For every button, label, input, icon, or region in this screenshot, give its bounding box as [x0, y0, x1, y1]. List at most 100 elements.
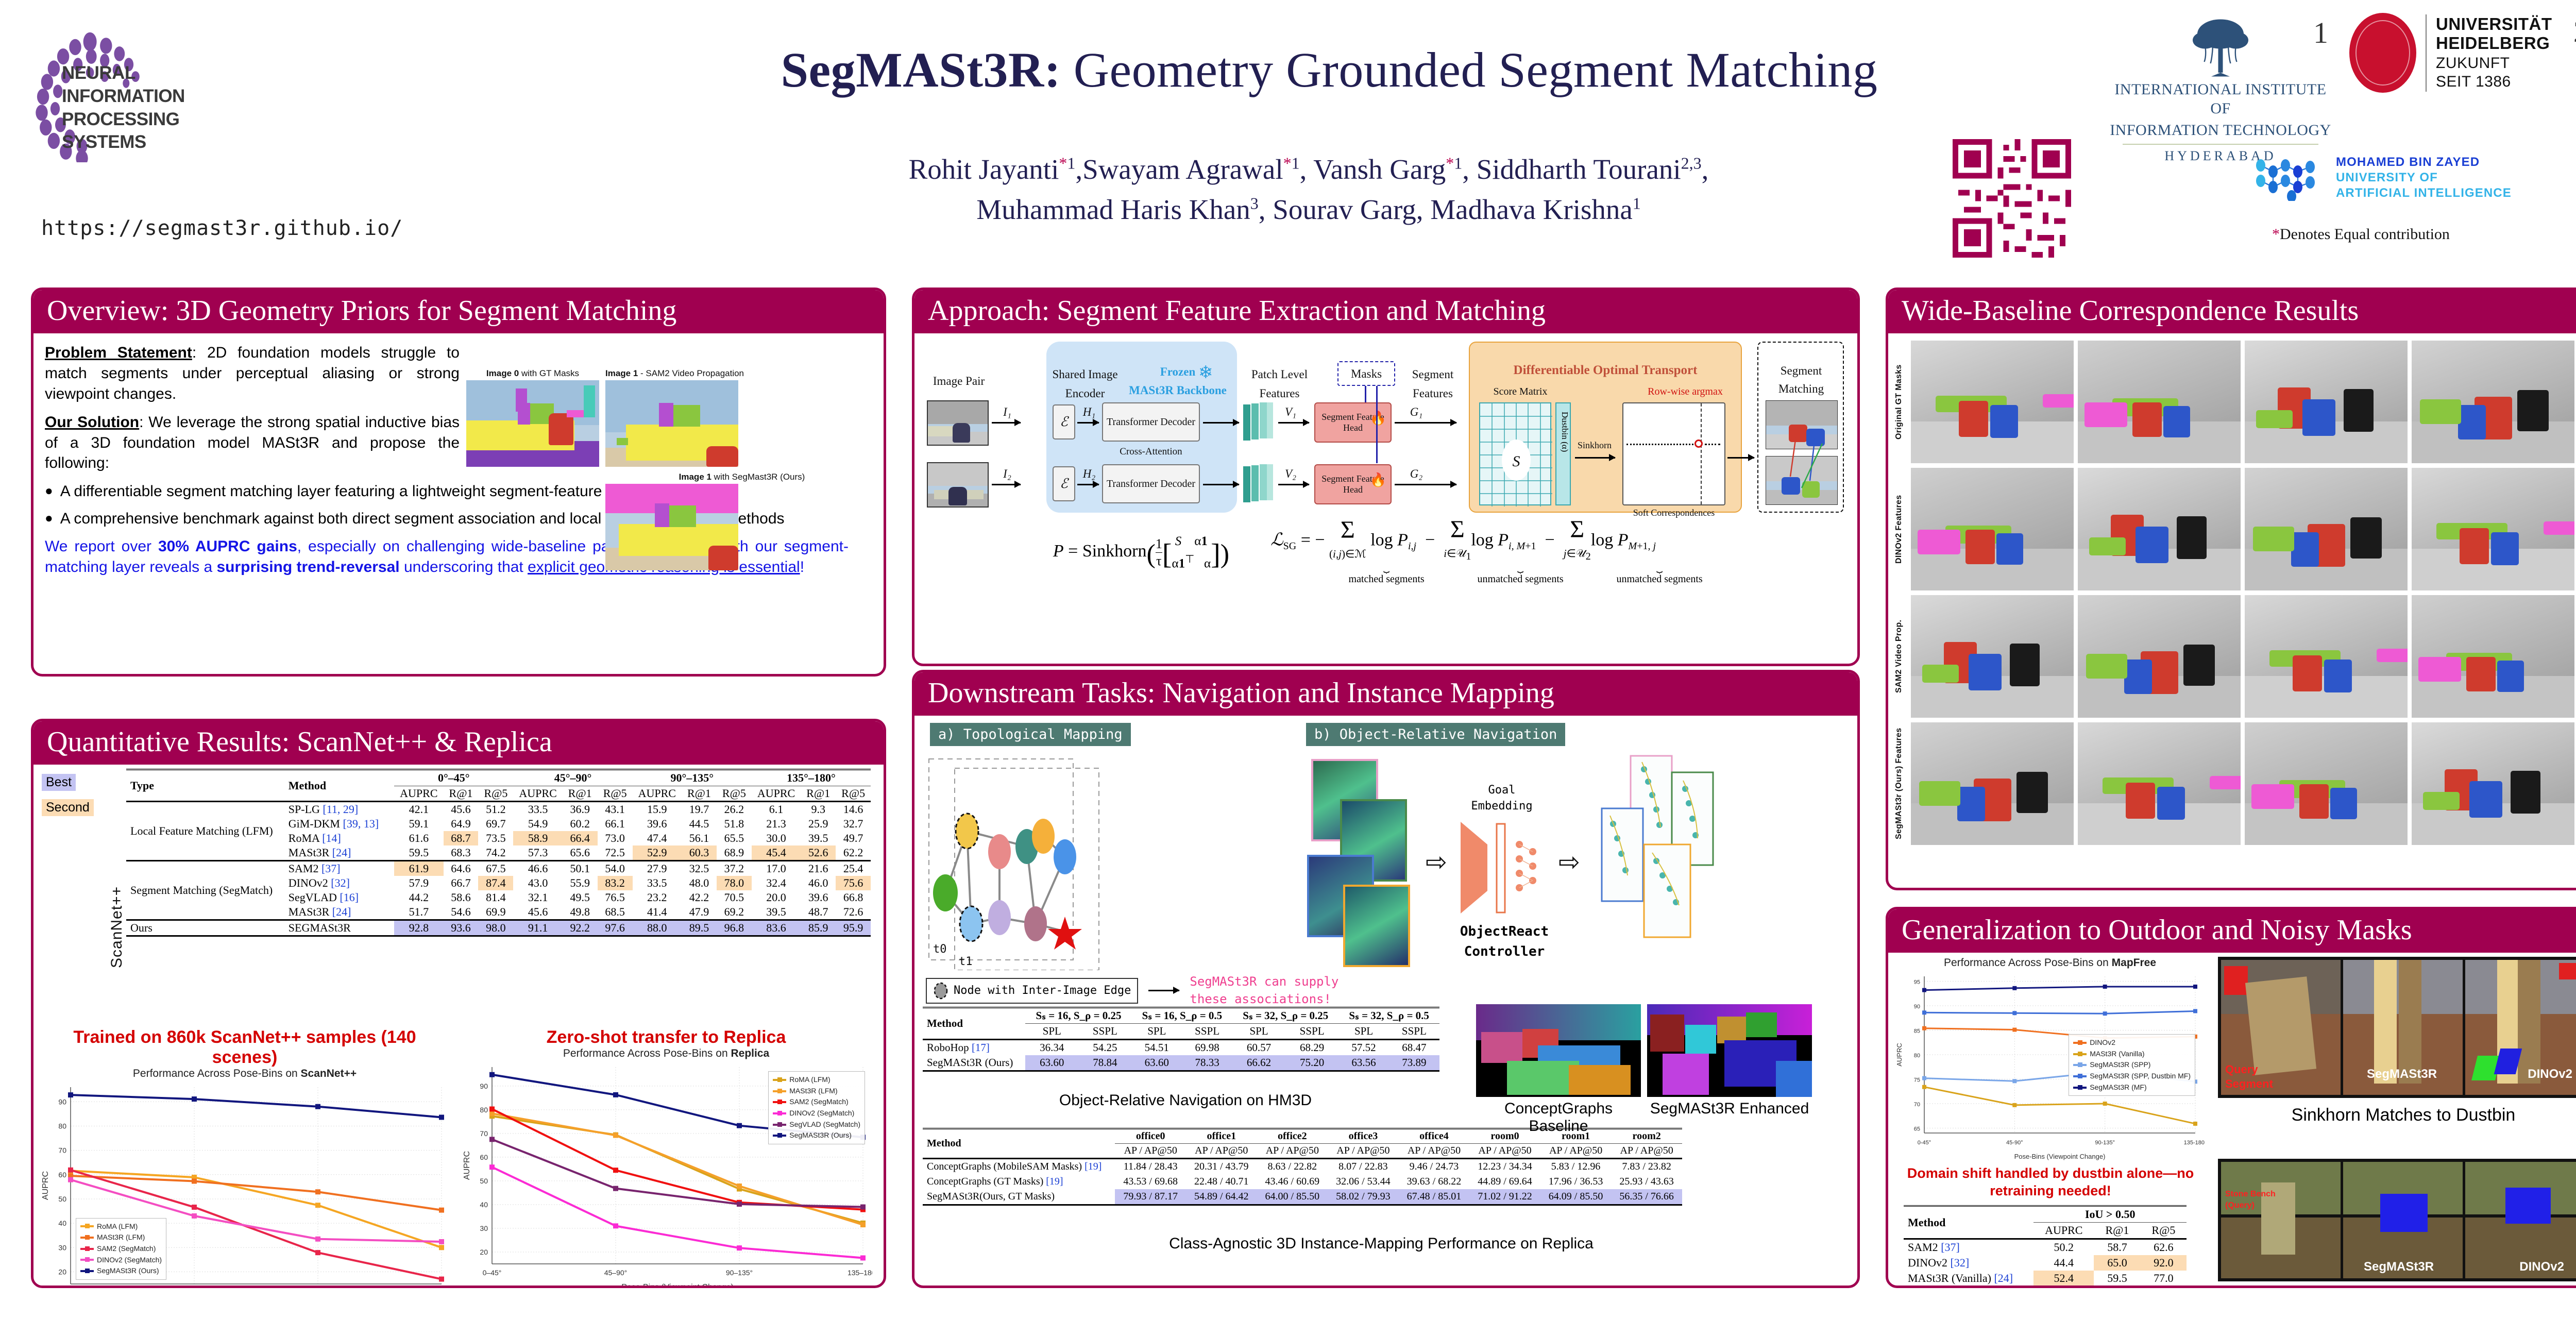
cell: 83.2	[597, 876, 633, 890]
solution-body: : We leverage the strong spatial inducti…	[45, 413, 460, 472]
cell: 49.8	[570, 905, 590, 918]
transformer-decoder-1: Transformer Decoder	[1102, 402, 1200, 442]
cell: 5.83 / 12.96	[1540, 1158, 1612, 1174]
generalization-panel: Generalization to Outdoor and Noisy Mask…	[1886, 907, 2576, 1288]
cell: 87.4	[478, 876, 514, 890]
hl-end: !	[800, 559, 805, 576]
wbcr-image-r3-c3	[2412, 722, 2574, 845]
table-row: MASt3R (Vanilla) [24] 52.4 59.5 77.0	[1904, 1271, 2187, 1286]
cell: 48.0	[689, 876, 709, 889]
cell: 42.2	[689, 891, 709, 904]
cell: 89.5	[681, 919, 717, 936]
cell: 32.5	[681, 860, 717, 876]
legend-item: DINOv2 (SegMatch)	[80, 1255, 162, 1266]
cell: 58.02 / 79.93	[1328, 1189, 1399, 1205]
legend-item: DINOv2	[2073, 1037, 2191, 1049]
thumb-0-rest: with GT Masks	[519, 368, 580, 378]
thumb-0-caption: Image 0 with GT Masks	[466, 368, 599, 379]
output-image-2	[1766, 456, 1838, 505]
th-metric-1-2: R@5	[597, 786, 633, 802]
cell: 46.6	[513, 860, 563, 876]
label-V2: V₂	[1284, 467, 1297, 480]
goal-embedding-label: Goal Embedding	[1471, 784, 1533, 813]
table-row: Local Feature Matching (LFM) SP-LG [11, 2…	[126, 801, 871, 861]
label-G1: G₁	[1410, 405, 1423, 418]
thumb-1-rest: - SAM2 Video Propagation	[638, 368, 744, 378]
hd-line3: ZUKUNFT	[2436, 54, 2510, 72]
label-frozen: Frozen	[1160, 365, 1196, 378]
cell: 92.2	[562, 919, 598, 936]
chart-legend: RoMA (LFM) MASt3R (LFM) SAM2 (SegMatch) DIN…	[768, 1071, 865, 1145]
cell: 46.0	[808, 876, 828, 889]
cell: 66.1	[605, 817, 625, 830]
arrow-h1	[1077, 419, 1099, 426]
label-shared-encoder: Shared Image Encoder	[1052, 368, 1118, 400]
legend-label: DINOv2 (SegMatch)	[789, 1109, 855, 1118]
task-a-tag: a) Topological Mapping	[930, 723, 1131, 746]
cell: 57.52	[1338, 1039, 1389, 1055]
approach-equations: P = Sinkhorn(1 τ[S α1 α1⊤ α]) ℒSG = − Σ (i,…	[923, 517, 1849, 585]
svg-text:90: 90	[480, 1082, 488, 1090]
topological-graph: t0 t1	[928, 758, 1099, 970]
wbcr-row-2: SAM2 Video Prop.	[1894, 595, 2576, 718]
svg-text:45-90°: 45-90°	[2006, 1140, 2023, 1146]
cell: 43.53 / 69.68	[1123, 1176, 1178, 1187]
table-row: GiM-DKM [39, 13] 59.1 64.9 69.7 54.9 60.2 66.1…	[126, 817, 871, 831]
label-V1: V₁	[1284, 405, 1297, 418]
overview-heading: Overview: 3D Geometry Priors for Segment…	[33, 290, 884, 333]
wbcr-image-r0-c3	[2412, 341, 2574, 463]
brace-unmatched-2: ⏟ unmatched segments	[1616, 562, 1703, 585]
cell: 54.9	[528, 817, 548, 830]
cell: 94.4	[2094, 1287, 2140, 1289]
legend-second: Second	[42, 799, 94, 816]
cell: 56.1	[689, 832, 709, 844]
cell: 8.07 / 22.83	[1328, 1158, 1399, 1174]
svg-text:70: 70	[58, 1146, 66, 1155]
downstream-heading: Downstream Tasks: Navigation and Instanc…	[914, 672, 1857, 716]
input-image-2	[927, 462, 989, 508]
th-bin-3: 135°–180°	[751, 769, 871, 786]
th-scene-3: office3	[1328, 1128, 1399, 1144]
wbcr-row-label-1: DINOv2 Features	[1894, 495, 1903, 564]
project-url[interactable]: https://segmast3r.github.io/	[41, 216, 403, 240]
svg-text:40: 40	[58, 1219, 66, 1227]
brace-matched: ⏟ matched segments	[1348, 562, 1425, 585]
supply-note: SegMASt3R can supply these associations!	[1190, 974, 1339, 1006]
row-method: SAM2 [37]	[284, 860, 395, 876]
wbcr-image-r2-c3	[2412, 595, 2574, 718]
svg-text:65: 65	[1914, 1126, 1920, 1132]
cell: 54.0	[597, 860, 633, 876]
segment-feature-head-2: Segment Feature Head 🔥	[1314, 464, 1392, 504]
cell: 73.5	[486, 832, 506, 844]
label-G2: G₂	[1410, 467, 1423, 480]
flame-icon: 🔥	[1369, 472, 1386, 487]
replica-instance-table: Method office0 office1 office2 office3 office…	[923, 1128, 1682, 1207]
our-solution: Our Solution: We leverage the strong spa…	[45, 412, 460, 474]
quant-legend: Best Second	[42, 774, 119, 816]
th-metric-2-1: SSPL	[1285, 1023, 1339, 1040]
th-bin-1: 45°–90°	[513, 769, 633, 786]
cell: 32.4	[766, 876, 786, 889]
legend-label: SegMASt3R (SPP)	[2090, 1060, 2151, 1069]
cell: 71.02 / 91.22	[1469, 1189, 1540, 1205]
cell: 78.33	[1182, 1055, 1233, 1071]
dustbin-divider	[1701, 403, 1702, 504]
cell: 68.7	[443, 831, 479, 845]
mbz-line3: ARTIFICIAL INTELLIGENCE	[2336, 186, 2512, 200]
segment-matching-region	[1757, 342, 1844, 513]
iiit-city: HYDERABAD	[2164, 148, 2277, 163]
table-row: SegMASt3R(Ours, GT Masks) 79.93 / 87.17 5…	[923, 1189, 1682, 1205]
wbcr-row-label-2: SAM2 Video Prop.	[1894, 619, 1903, 694]
legend-label: SegMASt3R (Ours)	[789, 1131, 852, 1140]
chart-mapfree: Performance Across Pose-Bins on MapFree 6…	[1895, 957, 2205, 1163]
cell: 39.63 / 68.22	[1406, 1176, 1462, 1187]
legend-item: SegMASt3R (MF)	[2073, 1082, 2191, 1093]
cell: 58.7	[2094, 1238, 2141, 1255]
legend-item: SAM2 (SegMatch)	[773, 1096, 860, 1108]
cell: 39.5	[808, 832, 828, 844]
svg-text:30: 30	[480, 1224, 488, 1232]
cell: 61.6	[409, 832, 429, 844]
table-row: DINOv2 [32] 44.4 65.0 92.0	[1904, 1255, 2187, 1271]
qr-code-icon[interactable]	[1953, 139, 2071, 258]
